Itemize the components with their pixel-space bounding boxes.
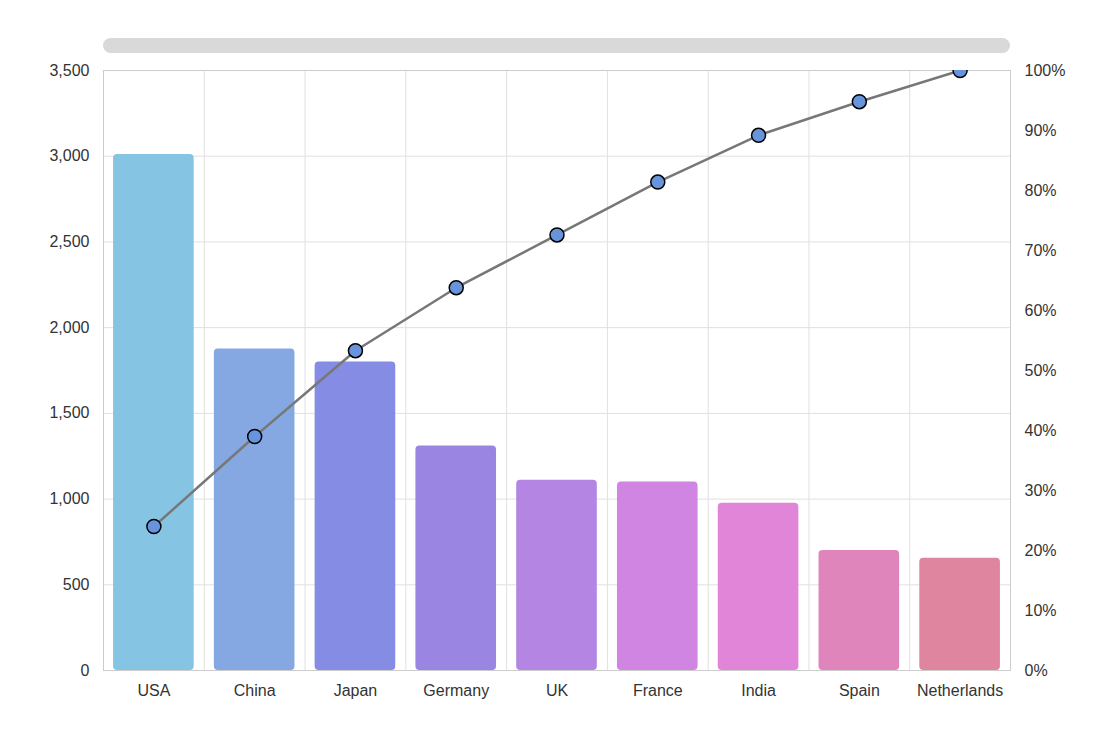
svg-text:20%: 20% bbox=[1025, 542, 1057, 559]
svg-text:40%: 40% bbox=[1025, 422, 1057, 439]
svg-text:500: 500 bbox=[63, 576, 90, 593]
svg-text:Germany: Germany bbox=[423, 682, 489, 699]
svg-text:3,500: 3,500 bbox=[49, 62, 89, 79]
svg-text:3,000: 3,000 bbox=[49, 147, 89, 164]
svg-text:USA: USA bbox=[137, 682, 170, 699]
svg-text:100%: 100% bbox=[1025, 62, 1066, 79]
svg-text:90%: 90% bbox=[1025, 122, 1057, 139]
svg-text:70%: 70% bbox=[1025, 242, 1057, 259]
svg-text:Japan: Japan bbox=[334, 682, 378, 699]
svg-text:80%: 80% bbox=[1025, 182, 1057, 199]
svg-text:China: China bbox=[234, 682, 276, 699]
svg-text:France: France bbox=[633, 682, 683, 699]
svg-text:UK: UK bbox=[546, 682, 569, 699]
svg-text:Spain: Spain bbox=[839, 682, 880, 699]
svg-text:1,000: 1,000 bbox=[49, 490, 89, 507]
svg-text:India: India bbox=[741, 682, 776, 699]
svg-text:60%: 60% bbox=[1025, 302, 1057, 319]
svg-text:0%: 0% bbox=[1025, 662, 1048, 679]
svg-text:30%: 30% bbox=[1025, 482, 1057, 499]
svg-text:2,500: 2,500 bbox=[49, 233, 89, 250]
svg-text:50%: 50% bbox=[1025, 362, 1057, 379]
svg-text:10%: 10% bbox=[1025, 602, 1057, 619]
svg-text:0: 0 bbox=[81, 662, 90, 679]
svg-text:Netherlands: Netherlands bbox=[917, 682, 1003, 699]
svg-text:1,500: 1,500 bbox=[49, 404, 89, 421]
svg-text:2,000: 2,000 bbox=[49, 319, 89, 336]
